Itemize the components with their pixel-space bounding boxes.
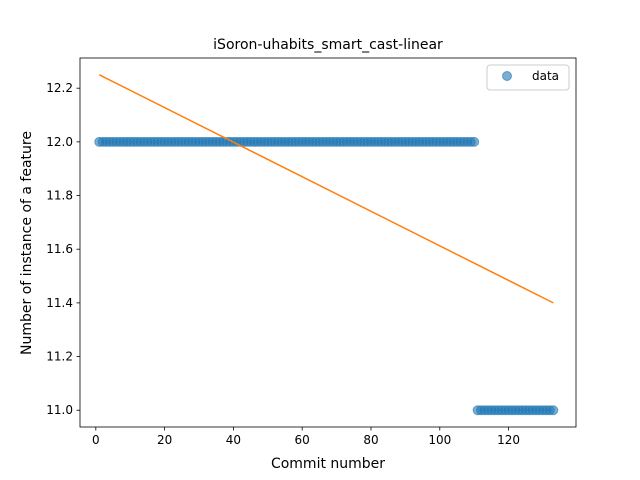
y-tick-label: 11.0 bbox=[46, 403, 73, 417]
plot-area bbox=[94, 74, 559, 416]
data-point bbox=[469, 136, 480, 147]
chart-title: iSoron-uhabits_smart_cast-linear bbox=[213, 37, 443, 53]
x-tick-label: 60 bbox=[295, 433, 310, 447]
x-tick-label: 120 bbox=[497, 433, 520, 447]
x-tick-label: 40 bbox=[226, 433, 241, 447]
x-tick-label: 80 bbox=[363, 433, 378, 447]
y-tick-label: 11.4 bbox=[46, 296, 73, 310]
legend: data bbox=[486, 64, 570, 91]
y-axis-label: Number of instance of a feature bbox=[19, 131, 35, 355]
y-tick-label: 11.2 bbox=[46, 350, 73, 364]
legend-marker-data bbox=[502, 71, 512, 81]
x-tick-label: 20 bbox=[157, 433, 172, 447]
y-tick-label: 12.0 bbox=[46, 135, 73, 149]
y-axis: 11.0 11.2 11.4 11.6 11.8 12.0 12.2 bbox=[46, 81, 80, 417]
y-tick-label: 11.8 bbox=[46, 189, 73, 203]
x-axis-label: Commit number bbox=[271, 456, 385, 472]
y-tick-label: 11.6 bbox=[46, 242, 73, 256]
x-tick-label: 0 bbox=[92, 433, 100, 447]
axes-frame bbox=[79, 57, 577, 428]
x-axis: 0 20 40 60 80 100 120 bbox=[92, 427, 520, 447]
linear-fit-line bbox=[98, 74, 554, 304]
x-tick-label: 100 bbox=[428, 433, 451, 447]
legend-label-data: data bbox=[532, 69, 559, 83]
y-tick-label: 12.2 bbox=[46, 81, 73, 95]
data-point bbox=[548, 405, 559, 416]
